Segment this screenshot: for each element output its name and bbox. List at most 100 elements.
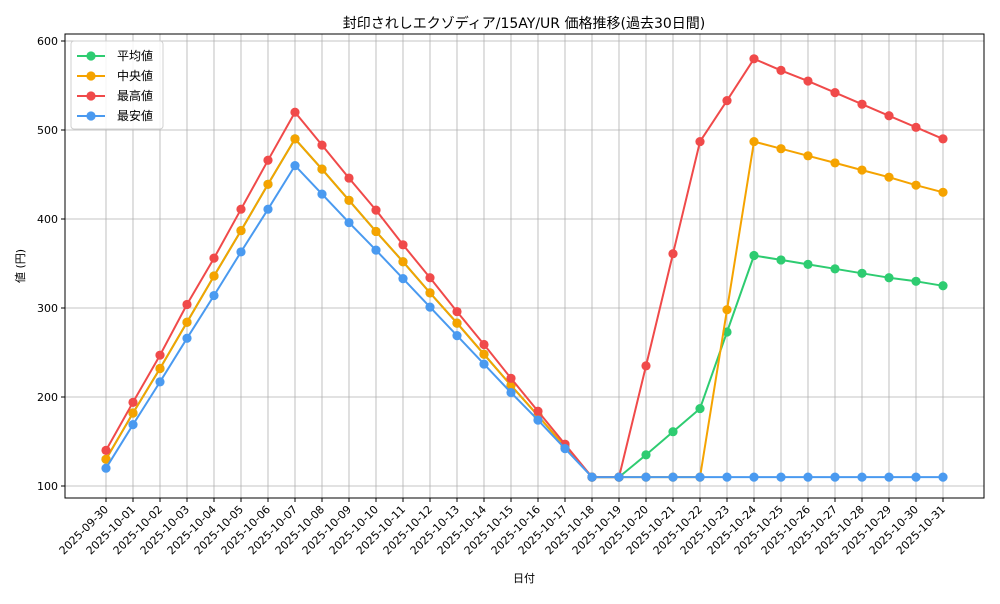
data-point — [506, 380, 516, 391]
data-point — [668, 249, 678, 259]
data-point — [182, 317, 192, 327]
y-tick-label: 300 — [37, 302, 58, 315]
data-point — [101, 454, 111, 464]
data-point — [803, 259, 813, 269]
data-point — [398, 240, 408, 250]
plot-frame — [64, 33, 985, 499]
data-point — [749, 136, 759, 147]
data-point — [668, 472, 678, 482]
data-point — [884, 172, 894, 182]
legend-box — [70, 40, 164, 130]
data-point — [344, 195, 354, 205]
data-point — [911, 180, 921, 190]
data-point — [236, 204, 246, 214]
data-point — [938, 187, 948, 197]
data-point — [695, 472, 705, 482]
data-point — [263, 155, 273, 165]
data-point — [371, 245, 381, 255]
legend-item: 中央値 — [77, 68, 153, 83]
data-point — [830, 88, 840, 98]
data-point — [830, 158, 840, 168]
data-point — [236, 247, 246, 257]
legend-label: 中央値 — [117, 68, 153, 83]
data-point — [857, 165, 867, 175]
data-point — [155, 350, 165, 360]
data-point — [776, 255, 786, 265]
data-point — [182, 299, 192, 310]
data-point — [290, 161, 300, 171]
data-point — [425, 288, 435, 298]
data-point — [101, 463, 111, 473]
data-point — [155, 377, 165, 387]
data-point — [425, 302, 435, 312]
data-point — [290, 107, 300, 117]
data-point — [452, 306, 462, 317]
data-point — [344, 217, 354, 228]
data-point — [236, 225, 246, 236]
chart-title: 封印されしエクゾディア/15AY/UR 価格推移(過去30日間) — [343, 15, 705, 32]
data-point — [857, 99, 867, 109]
data-point — [884, 472, 894, 482]
data-point — [209, 253, 219, 263]
data-point — [560, 444, 570, 454]
data-point — [803, 76, 813, 86]
data-point — [479, 359, 489, 369]
y-tick-label: 600 — [37, 35, 58, 48]
data-point — [209, 290, 219, 301]
data-point — [749, 250, 759, 261]
data-point — [155, 363, 165, 374]
data-point — [830, 472, 840, 482]
data-point — [533, 415, 543, 425]
x-axis-ticks: 2025-09-302025-10-012025-10-022025-10-03… — [57, 498, 948, 557]
y-tick-label: 200 — [37, 391, 58, 404]
legend-item: 平均値 — [77, 48, 153, 63]
data-point — [857, 268, 867, 278]
data-point — [506, 373, 516, 383]
data-point — [209, 271, 219, 281]
y-axis-ticks: 100 200 300 400 500 600 — [37, 35, 65, 493]
series-2 — [101, 54, 948, 482]
data-point — [317, 140, 327, 150]
data-point — [722, 472, 732, 482]
data-point — [344, 173, 354, 183]
y-tick-label: 400 — [37, 213, 58, 226]
data-point — [587, 472, 597, 482]
data-point — [128, 419, 138, 430]
legend-marker-icon — [86, 51, 96, 61]
series-line — [105, 57, 944, 479]
data-point — [641, 361, 651, 371]
data-point — [857, 472, 867, 482]
legend-label: 平均値 — [117, 48, 153, 63]
data-point — [884, 111, 894, 121]
data-point — [722, 96, 732, 106]
data-point — [398, 257, 408, 267]
data-point — [911, 472, 921, 482]
series-3 — [101, 161, 948, 482]
data-point — [128, 408, 138, 418]
data-point — [884, 273, 894, 283]
x-axis-label: 日付 — [513, 572, 535, 585]
grid-lines — [65, 34, 984, 498]
data-point — [830, 264, 840, 274]
data-point — [911, 276, 921, 286]
data-point — [317, 164, 327, 174]
data-point — [803, 151, 813, 161]
data-point — [290, 134, 300, 144]
data-point — [506, 387, 516, 398]
legend-marker-icon — [86, 91, 96, 101]
legend-label: 最安値 — [117, 108, 153, 123]
data-point — [641, 450, 651, 460]
y-tick-label: 100 — [37, 480, 58, 493]
y-tick-label: 500 — [37, 124, 58, 137]
data-point — [398, 274, 408, 284]
data-point — [911, 122, 921, 132]
data-point — [128, 397, 138, 407]
data-point — [101, 445, 111, 455]
legend-item: 最高値 — [77, 88, 153, 103]
data-point — [263, 204, 273, 214]
data-point — [695, 403, 705, 414]
y-axis-label: 値 (円) — [14, 249, 27, 283]
